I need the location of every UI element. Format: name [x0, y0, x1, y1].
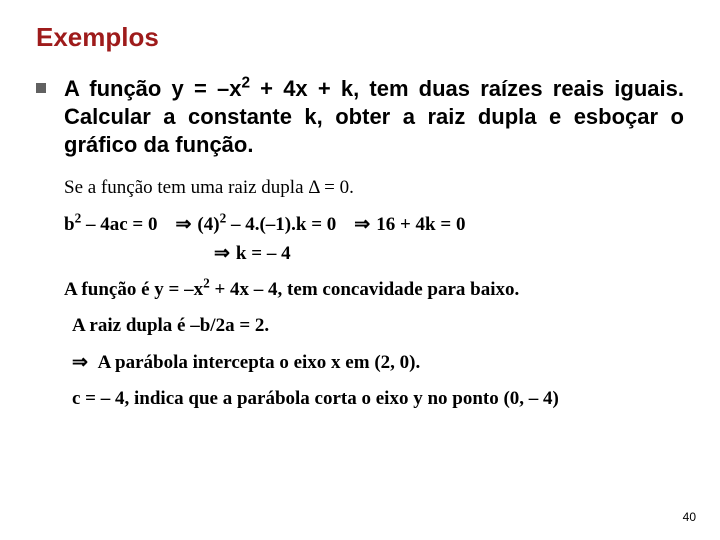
- eq-mid-post: – 4.(–1).k = 0: [226, 214, 336, 235]
- problem-sup: 2: [241, 75, 250, 92]
- problem-statement: A função y = –x2 + 4x + k, tem duas raíz…: [64, 75, 684, 159]
- eq-lhs-post: – 4ac = 0: [81, 214, 157, 235]
- step-delta-zero: Se a função tem uma raiz dupla Δ = 0.: [64, 177, 684, 199]
- arrow-icon: ⇒: [214, 242, 230, 265]
- eq-rhs: 16 + 4k = 0: [376, 214, 465, 236]
- bullet-square-icon: [36, 83, 46, 93]
- concl-sup: 2: [203, 276, 210, 291]
- equation-row-1: b2 – 4ac = 0 ⇒ (4)2 – 4.(–1).k = 0 ⇒ 16 …: [64, 213, 684, 236]
- eq-mid-pre: (4): [197, 214, 219, 235]
- concl-post: + 4x – 4, tem concavidade para baixo.: [210, 279, 520, 300]
- concl-pre: A função é y = –x: [64, 279, 203, 300]
- conclusion-concavity: A função é y = –x2 + 4x – 4, tem concavi…: [64, 279, 684, 301]
- eq-lhs-pre: b: [64, 214, 75, 235]
- problem-prefix: A função y = –x: [64, 76, 241, 101]
- eq-lhs: b2 – 4ac = 0: [64, 214, 158, 236]
- eq-k-value: k = – 4: [236, 243, 291, 265]
- main-bullet-block: A função y = –x2 + 4x + k, tem duas raíz…: [36, 75, 684, 159]
- slide-title: Exemplos: [36, 22, 684, 53]
- equation-row-2: ⇒ k = – 4: [214, 242, 684, 265]
- arrow-icon: ⇒: [354, 213, 370, 236]
- page-number: 40: [683, 510, 696, 524]
- eq-mid: (4)2 – 4.(–1).k = 0: [197, 214, 336, 236]
- arrow-icon: ⇒: [72, 352, 88, 373]
- x-intercept-text: A parábola intercepta o eixo x em (2, 0)…: [98, 352, 421, 373]
- x-intercept-line: ⇒ A parábola intercepta o eixo x em (2, …: [72, 351, 684, 374]
- double-root-line: A raiz dupla é –b/2a = 2.: [72, 315, 684, 337]
- y-intercept-line: c = – 4, indica que a parábola corta o e…: [72, 388, 684, 410]
- arrow-icon: ⇒: [176, 213, 192, 236]
